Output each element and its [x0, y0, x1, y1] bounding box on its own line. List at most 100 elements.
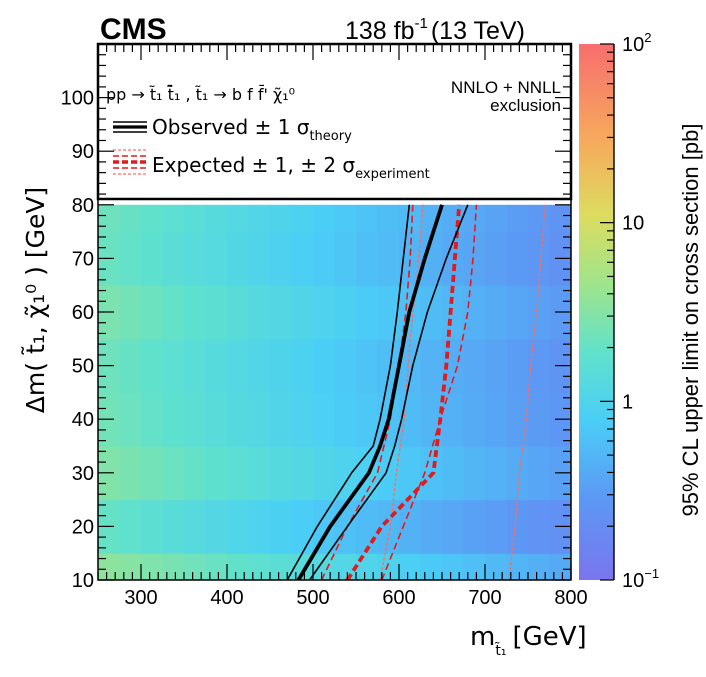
- y-tick-label: 10: [72, 570, 94, 592]
- heatmap-cell: [205, 231, 228, 286]
- heatmap-cell: [313, 499, 336, 554]
- heatmap-cell: [162, 553, 185, 580]
- heatmap-cell: [528, 285, 551, 340]
- heatmap-cell: [162, 499, 185, 554]
- curve-observed: [296, 204, 444, 580]
- heatmap-cell: [463, 499, 486, 554]
- heatmap-cell: [485, 446, 508, 501]
- heatmap-cell: [291, 204, 314, 233]
- heatmap-cell: [356, 392, 379, 447]
- heatmap-cell: [334, 338, 357, 393]
- heatmap-cell: [291, 446, 314, 501]
- heatmap-cell: [141, 338, 164, 393]
- heatmap-cell: [227, 499, 250, 554]
- heatmap-cell: [119, 392, 142, 447]
- heatmap-cell: [291, 499, 314, 554]
- heatmap-cell: [313, 285, 336, 340]
- heatmap-cell: [334, 392, 357, 447]
- heatmap-cell: [248, 338, 271, 393]
- heatmap-cell: [313, 553, 336, 580]
- curve-observed-plus: [308, 204, 469, 580]
- z-tick-label: 10: [622, 213, 644, 235]
- heatmap-cell: [463, 285, 486, 340]
- heatmap-cell: [528, 338, 551, 393]
- heatmap-cell: [184, 446, 207, 501]
- heatmap-cell: [420, 499, 443, 554]
- heatmap-cell: [119, 204, 142, 233]
- heatmap-cell: [485, 553, 508, 580]
- heatmap-cell: [205, 499, 228, 554]
- heatmap-cell: [248, 392, 271, 447]
- heatmap-cell: [141, 231, 164, 286]
- y-tick-label: 80: [72, 195, 94, 217]
- heatmap-cell: [141, 204, 164, 233]
- z-tick-label: 102: [622, 30, 651, 56]
- heatmap-cell: [334, 446, 357, 501]
- heatmap-cell: [549, 553, 571, 580]
- heatmap-cell: [334, 231, 357, 286]
- curve-expected: [345, 204, 462, 580]
- heatmap-cell: [528, 499, 551, 554]
- heatmap-cell: [141, 553, 164, 580]
- heatmap-cell: [334, 285, 357, 340]
- heatmap-cell: [399, 499, 422, 554]
- legend-expected-label: Expected ± 1, ± 2 σexperiment: [152, 153, 430, 182]
- process-label: pp → t̃₁ t̃̄₁ , t̃₁ → b f f̄' χ̃₁⁰: [106, 85, 295, 104]
- heatmap-cell: [162, 204, 185, 233]
- heatmap-cell: [506, 553, 529, 580]
- heatmap-cell: [506, 285, 529, 340]
- heatmap-cell: [506, 446, 529, 501]
- heatmap-cell: [205, 285, 228, 340]
- heatmap-cell: [356, 499, 379, 554]
- z-axis-title: 95% CL upper limit on cross section [pb]: [678, 124, 703, 517]
- x-tick-label: 800: [554, 587, 587, 609]
- heatmap-cell: [442, 392, 465, 447]
- color-scale: 10−1 1 10 102: [579, 30, 659, 592]
- legend-observed-swatch: [113, 121, 147, 133]
- heatmap-cell: [162, 231, 185, 286]
- heatmap-cell: [248, 285, 271, 340]
- experiment-label: CMS: [100, 13, 167, 46]
- heatmap-cell: [162, 338, 185, 393]
- axes: 300 400 500 600 700 800 10 20 30 40 50 60 70 80 90 100: [61, 43, 588, 609]
- heatmap-cell: [356, 231, 379, 286]
- heatmap-cell: [162, 446, 185, 501]
- heatmap-cell: [506, 204, 529, 233]
- heatmap-cell: [442, 446, 465, 501]
- heatmap-cell: [377, 338, 400, 393]
- heatmap-cell: [141, 392, 164, 447]
- heatmap-cell: [119, 553, 142, 580]
- legend-observed-label: Observed ± 1 σtheory: [152, 115, 352, 144]
- heatmap-cell: [184, 392, 207, 447]
- heatmap-cell: [377, 446, 400, 501]
- heatmap-cell: [463, 446, 486, 501]
- heatmap-cell: [463, 231, 486, 286]
- heatmap-cell: [291, 553, 314, 580]
- heatmap-cell: [270, 499, 293, 554]
- heatmap-cell: [227, 285, 250, 340]
- heatmap-cell: [485, 285, 508, 340]
- heatmap-cell: [506, 231, 529, 286]
- heatmap-cell: [227, 338, 250, 393]
- heatmap-cell: [485, 204, 508, 233]
- heatmap-cell: [463, 338, 486, 393]
- heatmap-cell: [98, 553, 121, 580]
- x-tick-label: 700: [468, 587, 501, 609]
- heatmap-cell: [356, 553, 379, 580]
- heatmap-cell: [313, 392, 336, 447]
- lumi-label: 138 fb-1 (13 TeV): [345, 15, 525, 45]
- y-axis-title: Δm( t̃₁, χ̃₁⁰ ) [GeV]: [21, 187, 50, 413]
- heatmap-cell: [141, 285, 164, 340]
- curve-observed-minus: [286, 204, 411, 580]
- heatmap-cell: [377, 231, 400, 286]
- heatmap-cell: [184, 338, 207, 393]
- heatmap-cell: [377, 553, 400, 580]
- heatmap-cell: [205, 204, 228, 233]
- heatmap-cell: [227, 392, 250, 447]
- heatmap-cell: [205, 553, 228, 580]
- heatmap-cell: [184, 285, 207, 340]
- heatmap-cell: [399, 204, 422, 233]
- heatmap-cell: [119, 446, 142, 501]
- heatmap-cell: [442, 285, 465, 340]
